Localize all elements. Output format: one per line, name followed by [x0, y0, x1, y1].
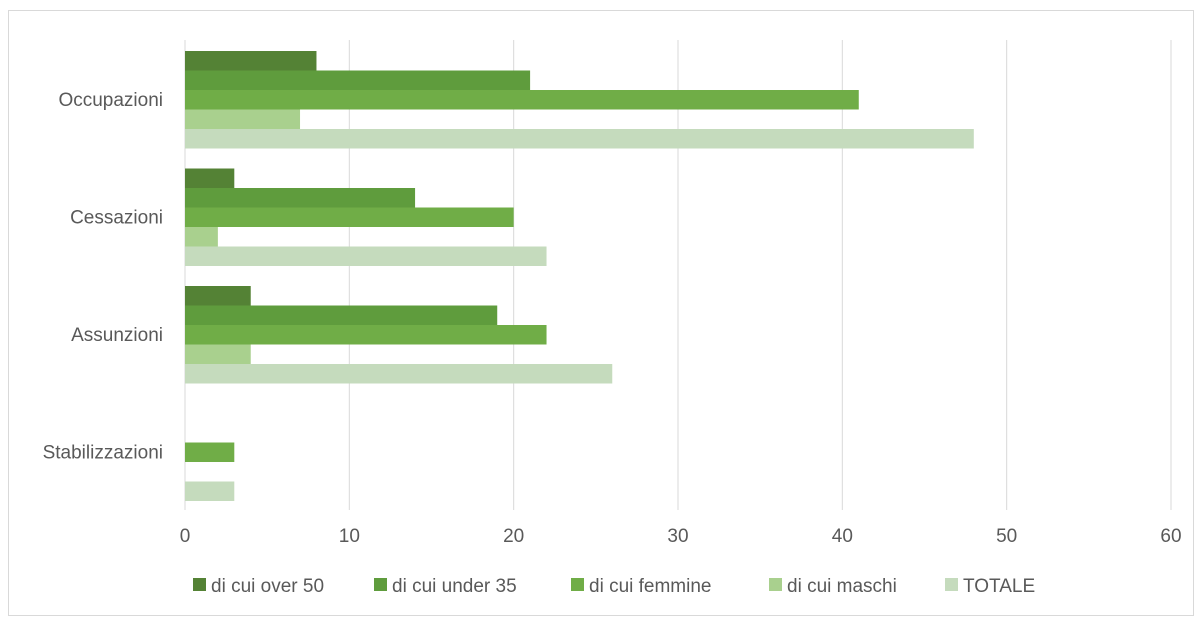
legend-swatch-di-cui-femmine: [571, 578, 584, 591]
legend-label-di-cui-under-35: di cui under 35: [392, 576, 517, 597]
bar-cessazioni-totale: [185, 246, 547, 266]
bar-assunzioni-di-cui-over-50: [185, 286, 251, 306]
bars: [185, 51, 974, 501]
legend-label-di-cui-femmine: di cui femmine: [589, 576, 712, 597]
bar-stabilizzazioni-totale: [185, 481, 235, 501]
category-label-occupazioni: Occupazioni: [58, 90, 163, 111]
category-label-cessazioni: Cessazioni: [70, 207, 163, 228]
tick-label-30: 30: [667, 526, 688, 547]
legend-swatch-di-cui-under-35: [374, 578, 387, 591]
category-label-stabilizzazioni: Stabilizzazioni: [43, 442, 163, 463]
tick-label-40: 40: [832, 526, 853, 547]
legend-label-di-cui-over-50: di cui over 50: [211, 576, 324, 597]
bar-cessazioni-di-cui-femmine: [185, 207, 514, 227]
gridlines: [184, 40, 1172, 510]
bar-occupazioni-di-cui-under-35: [185, 70, 531, 90]
legend-label-di-cui-maschi: di cui maschi: [787, 576, 897, 597]
legend: di cui over 50 di cui under 35 di cui femm…: [193, 576, 1035, 597]
bar-occupazioni-totale: [185, 129, 974, 149]
bar-cessazioni-di-cui-maschi: [185, 227, 218, 247]
legend-swatch-totale: [945, 578, 958, 591]
tick-label-0: 0: [180, 526, 191, 547]
legend-swatch-di-cui-maschi: [769, 578, 782, 591]
x-axis-tick-labels: 0 10 20 30 40 50 60: [180, 526, 1182, 547]
bar-occupazioni-di-cui-femmine: [185, 90, 859, 110]
bar-assunzioni-di-cui-femmine: [185, 325, 547, 345]
tick-label-60: 60: [1160, 526, 1181, 547]
legend-swatch-di-cui-over-50: [193, 578, 206, 591]
category-labels: Occupazioni Cessazioni Assunzioni Stabilizz…: [43, 90, 163, 464]
bar-cessazioni-di-cui-over-50: [185, 168, 235, 188]
tick-label-10: 10: [339, 526, 360, 547]
tick-label-20: 20: [503, 526, 524, 547]
category-label-assunzioni: Assunzioni: [71, 325, 163, 346]
bar-occupazioni-di-cui-maschi: [185, 109, 301, 129]
bar-assunzioni-totale: [185, 364, 613, 384]
bar-cessazioni-di-cui-under-35: [185, 188, 416, 208]
tick-label-50: 50: [996, 526, 1017, 547]
bar-stabilizzazioni-di-cui-femmine: [185, 442, 235, 462]
legend-label-totale: TOTALE: [963, 576, 1035, 597]
bar-occupazioni-di-cui-over-50: [185, 51, 317, 71]
bar-assunzioni-di-cui-maschi: [185, 344, 251, 364]
bar-assunzioni-di-cui-under-35: [185, 305, 498, 325]
